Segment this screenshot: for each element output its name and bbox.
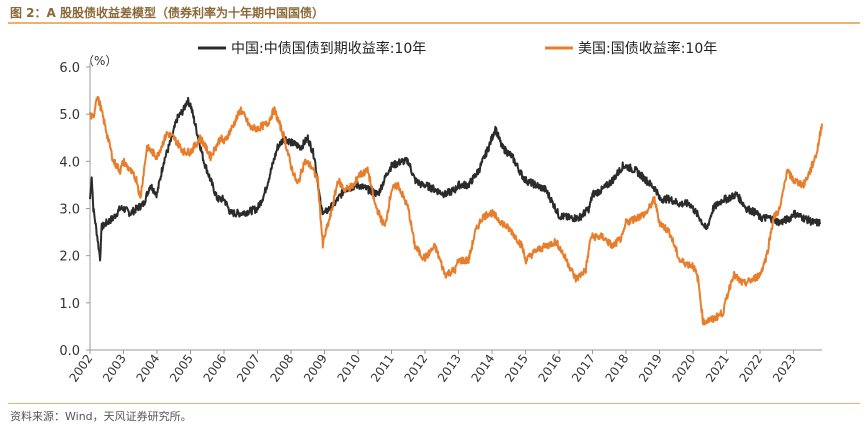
title-divider	[8, 22, 860, 24]
y-tick-label: 3.0	[59, 203, 80, 218]
source-divider	[8, 403, 860, 404]
y-tick-label: 2.0	[59, 250, 80, 265]
y-tick-label: 6.0	[59, 61, 80, 76]
x-tick-label: 2004	[133, 352, 162, 385]
x-tick-label: 2022	[736, 352, 765, 385]
x-tick-label: 2014	[468, 352, 497, 385]
x-tick-label: 2010	[334, 352, 363, 385]
legend-label-china-10y: 中国:中债国债到期收益率:10年	[231, 40, 426, 57]
legend-label-us-10y: 美国:国债收益率:10年	[578, 40, 717, 57]
x-tick-label: 2023	[770, 352, 799, 385]
y-tick-label: 0.0	[59, 344, 80, 359]
x-tick-label: 2016	[535, 352, 564, 385]
x-tick-label: 2005	[167, 352, 196, 385]
x-tick-label: 2021	[703, 352, 732, 385]
x-tick-label: 2011	[368, 352, 397, 385]
source-note: 资料来源：Wind，天风证券研究所。	[10, 410, 192, 423]
y-tick-label: 5.0	[59, 108, 80, 123]
x-tick-label: 2006	[200, 352, 229, 385]
x-tick-label: 2019	[636, 352, 665, 385]
y-tick-label: 4.0	[59, 155, 80, 170]
unit-label: （%）	[82, 54, 117, 68]
figure-title: 图 2：A 股股债收益差模型（债券利率为十年期中国国债）	[10, 6, 324, 20]
x-tick-label: 2018	[602, 352, 631, 385]
x-tick-label: 2007	[234, 352, 263, 385]
series-line-china-10y	[89, 96, 822, 262]
x-tick-label: 2015	[502, 352, 531, 385]
x-tick-label: 2012	[401, 352, 430, 385]
x-tick-label: 2008	[267, 352, 296, 385]
x-tick-label: 2017	[569, 352, 598, 385]
x-tick-label: 2009	[301, 352, 330, 385]
y-tick-label: 1.0	[59, 297, 80, 312]
series-line-us-10y	[89, 95, 823, 326]
x-tick-label: 2013	[435, 352, 464, 385]
x-tick-label: 2003	[100, 352, 129, 385]
x-tick-label: 2020	[669, 352, 698, 385]
